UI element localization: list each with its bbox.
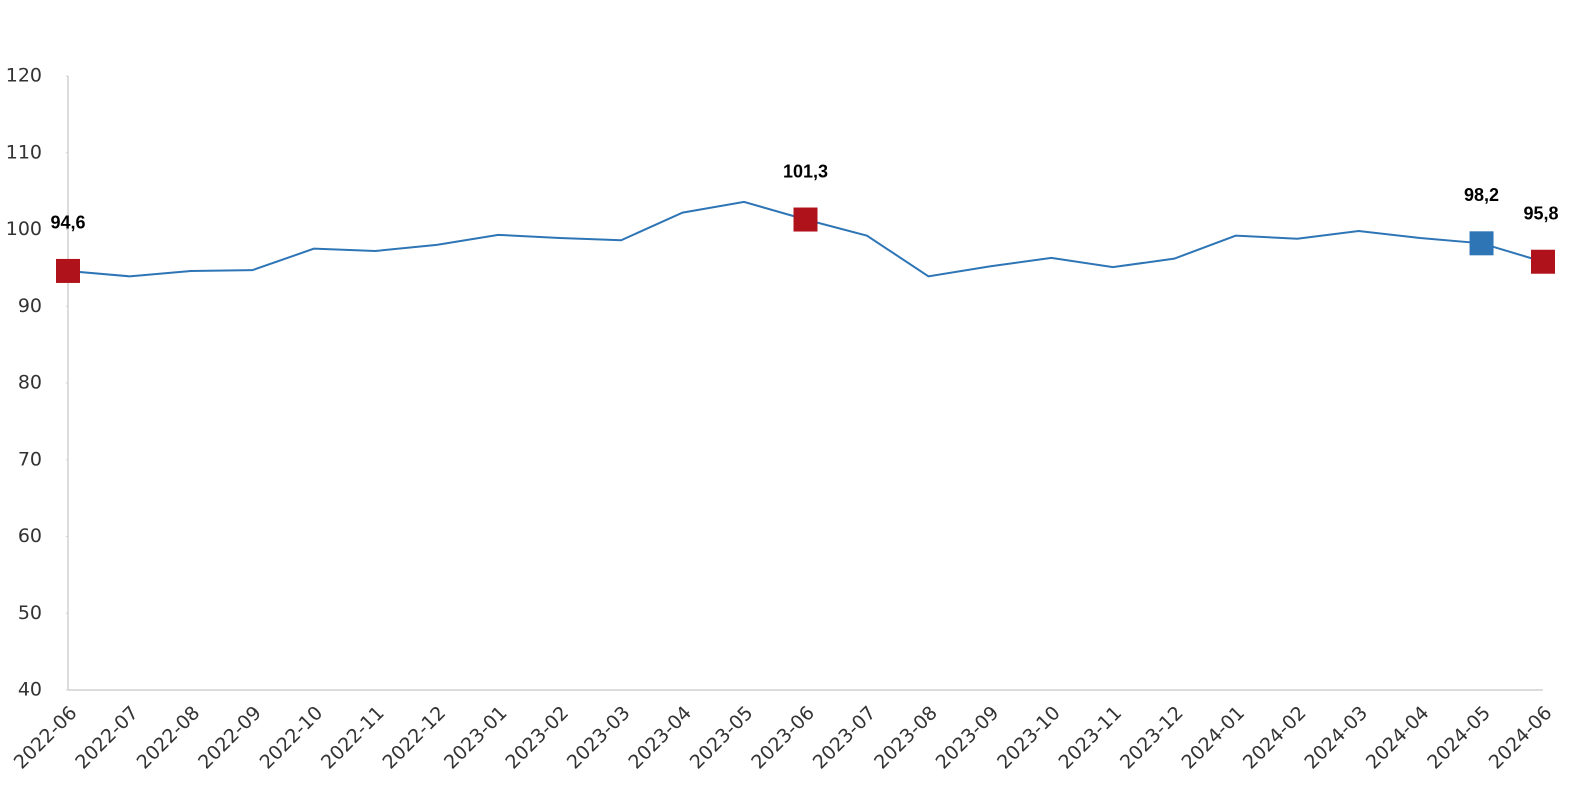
y-tick-label: 70 <box>18 448 42 470</box>
x-tick-label: 2023-10 <box>993 702 1065 774</box>
data-label: 98,2 <box>1464 185 1499 205</box>
x-tick-label: 2022-12 <box>378 702 450 774</box>
x-tick-label: 2023-12 <box>1116 702 1188 774</box>
marker <box>56 258 80 283</box>
y-tick-label: 110 <box>6 141 42 163</box>
data-label: 101,3 <box>783 161 828 181</box>
x-tick-label: 2024-01 <box>1177 702 1249 774</box>
y-tick-label: 50 <box>18 602 42 624</box>
y-tick-label: 60 <box>18 525 42 547</box>
x-tick-label: 2024-06 <box>1485 702 1557 774</box>
x-tick-label: 2023-09 <box>932 702 1004 774</box>
marker <box>1469 231 1494 256</box>
x-tick-label: 2023-08 <box>870 702 942 774</box>
x-tick-label: 2023-04 <box>624 702 696 774</box>
x-tick-label: 2024-05 <box>1423 702 1495 774</box>
x-tick-label: 2024-04 <box>1362 702 1434 774</box>
data-label: 95,8 <box>1523 203 1558 223</box>
x-tick-label: 2024-02 <box>1239 702 1311 774</box>
y-tick-label: 120 <box>6 65 42 87</box>
x-tick-label: 2023-05 <box>686 702 758 774</box>
x-tick-label: 2023-07 <box>809 702 881 774</box>
x-tick-label: 2023-03 <box>563 702 635 774</box>
x-tick-label: 2023-02 <box>501 702 573 774</box>
y-tick-label: 90 <box>18 295 42 317</box>
marker <box>793 207 818 232</box>
marker <box>1531 249 1555 274</box>
x-tick-label: 2022-08 <box>133 702 205 774</box>
x-tick-label: 2023-01 <box>440 702 512 774</box>
x-tick-label: 2022-07 <box>71 702 143 774</box>
data-label: 94,6 <box>50 213 85 233</box>
x-tick-label: 2022-11 <box>317 702 389 774</box>
x-tick-label: 2023-06 <box>747 702 819 774</box>
y-tick-label: 100 <box>6 218 42 240</box>
y-tick-label: 40 <box>18 679 42 701</box>
x-tick-label: 2023-11 <box>1055 702 1127 774</box>
x-tick-label: 2024-03 <box>1300 702 1372 774</box>
x-tick-label: 2022-10 <box>256 702 328 774</box>
x-tick-label: 2022-09 <box>194 702 266 774</box>
x-tick-label: 2022-06 <box>10 702 82 774</box>
y-tick-label: 80 <box>18 372 42 394</box>
